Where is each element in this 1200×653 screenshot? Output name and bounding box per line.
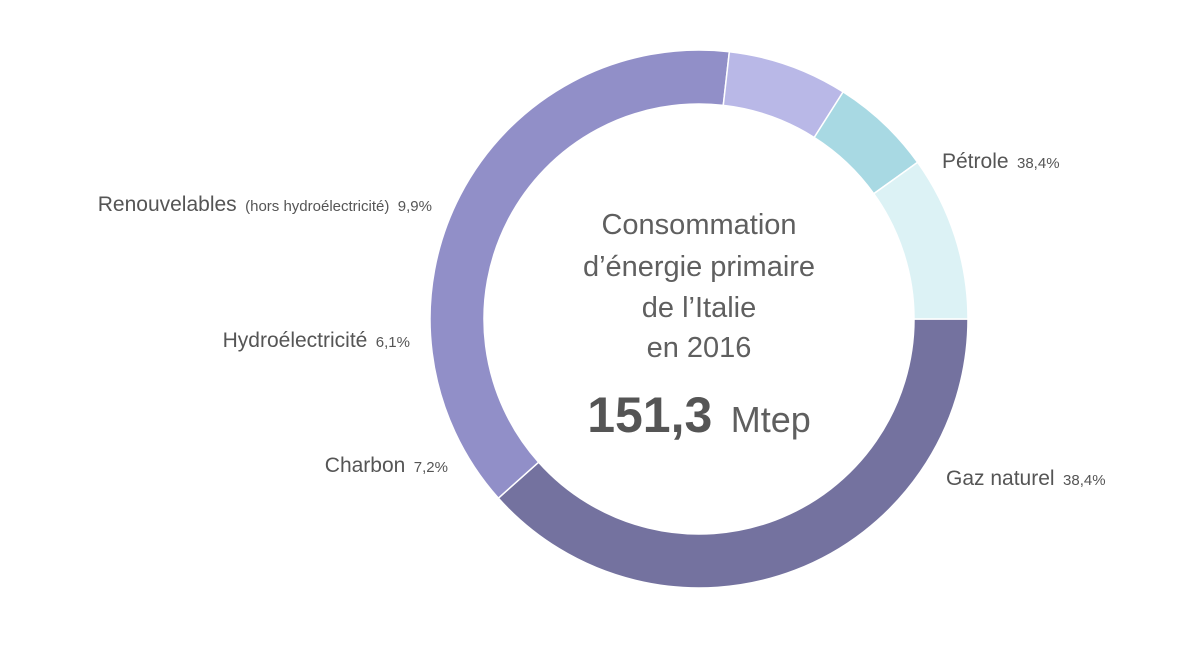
center-title-line-2: d’énergie primaire <box>583 251 815 283</box>
center-total: 151,3 Mtep <box>587 387 811 443</box>
slice-gaz <box>429 49 731 500</box>
label-renouvelables: Renouvelables (hors hydroélectricité) 9,… <box>98 193 432 216</box>
slice-renouv <box>872 161 969 320</box>
donut-slices <box>429 49 969 589</box>
label-hydroelectricite: Hydroélectricité 6,1% <box>223 329 410 352</box>
label-petrole: Pétrole 38,4% <box>942 150 1060 173</box>
total-unit: Mtep <box>731 399 811 440</box>
label-gaz-naturel: Gaz naturel 38,4% <box>946 467 1106 490</box>
slice-petrole <box>497 318 969 589</box>
total-value: 151,3 <box>587 387 712 443</box>
center-title-line-3: de l’Italie <box>642 292 756 324</box>
center-title-line-4: en 2016 <box>647 332 752 364</box>
center-title: Consommation d’énergie primaire de l’Ita… <box>583 209 815 364</box>
label-charbon: Charbon 7,2% <box>325 454 448 477</box>
center-title-line-1: Consommation <box>601 209 796 241</box>
